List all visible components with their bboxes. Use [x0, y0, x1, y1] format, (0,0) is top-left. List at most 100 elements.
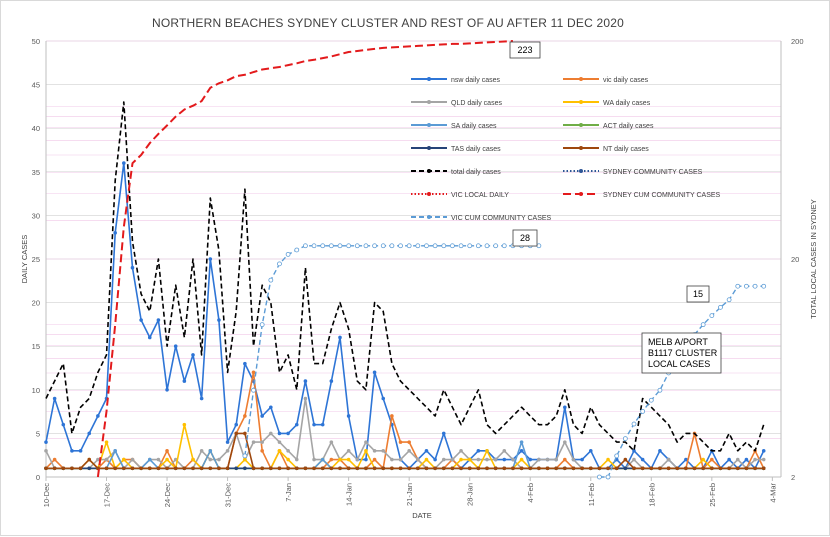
chart-title: NORTHERN BEACHES SYDNEY CLUSTER AND REST…: [152, 16, 624, 30]
data-point: [450, 243, 455, 249]
y-tick-label: 5: [36, 429, 40, 438]
series-line: [46, 423, 764, 470]
data-point: [519, 449, 524, 453]
data-point: [217, 457, 221, 462]
data-point: [502, 466, 507, 471]
data-point: [519, 466, 524, 471]
data-point: [380, 243, 386, 249]
data-point: [710, 457, 714, 462]
data-point: [580, 457, 584, 462]
data-point: [744, 457, 749, 462]
data-point: [398, 457, 403, 462]
series-line: [96, 40, 513, 478]
data-point: [536, 243, 542, 249]
data-point: [710, 466, 714, 471]
data-point: [346, 243, 352, 249]
data-point: [390, 414, 394, 418]
data-point: [277, 261, 282, 267]
data-point: [268, 277, 274, 283]
series-11: [96, 40, 513, 478]
data-point: [312, 466, 316, 471]
data-point: [156, 318, 161, 322]
data-point: [580, 466, 584, 471]
legend-entry: WA daily cases: [563, 100, 651, 107]
data-point: [563, 440, 567, 444]
data-point: [424, 449, 429, 453]
data-point: [658, 466, 662, 471]
data-point: [433, 457, 437, 462]
y-tick-label: 40: [32, 124, 40, 133]
data-point: [338, 335, 342, 340]
data-point: [208, 466, 213, 471]
data-point: [467, 243, 473, 249]
data-point: [605, 474, 611, 480]
data-point: [260, 440, 264, 444]
data-point: [78, 449, 83, 453]
data-point: [476, 449, 481, 453]
data-point: [493, 457, 498, 462]
data-point: [623, 457, 628, 462]
data-point: [165, 457, 169, 462]
x-tick-label: 14-Jan: [345, 483, 354, 506]
y2-tick-label: 20: [791, 255, 799, 264]
data-point: [251, 440, 256, 444]
data-point: [554, 466, 558, 471]
data-point: [372, 243, 377, 249]
legend-marker: [427, 100, 431, 104]
legend-entry: total daily cases: [411, 169, 501, 176]
data-point: [294, 422, 299, 427]
data-point: [286, 431, 290, 436]
x-tick-label: 4-Feb: [526, 483, 535, 503]
data-point: [243, 414, 247, 418]
data-point: [485, 449, 489, 453]
data-point: [407, 440, 411, 444]
data-point: [260, 414, 264, 418]
data-point: [718, 304, 723, 310]
data-point: [294, 457, 299, 462]
data-point: [545, 466, 550, 471]
data-point: [416, 457, 420, 462]
data-point: [104, 457, 109, 462]
data-point: [328, 243, 334, 249]
data-point: [441, 243, 447, 249]
data-point: [338, 466, 342, 471]
data-point: [346, 449, 351, 453]
data-point: [726, 297, 732, 303]
data-point: [761, 449, 766, 453]
x-tick-label: 11-Feb: [587, 483, 596, 506]
data-point: [338, 457, 342, 462]
data-point: [303, 243, 308, 249]
data-point: [485, 457, 489, 462]
series-line: [45, 101, 765, 452]
annotation-text: B1117 CLUSTER: [648, 348, 718, 358]
data-point: [632, 457, 636, 462]
legend-label: VIC CUM COMMUNITY CASES: [451, 215, 552, 222]
data-point: [571, 457, 576, 462]
series-group: [44, 40, 767, 480]
annotation-frame: [686, 285, 710, 303]
series-8: [45, 101, 765, 452]
y-tick-label: 45: [32, 81, 40, 90]
data-point: [597, 474, 602, 480]
data-point: [52, 457, 57, 462]
data-point: [563, 457, 567, 462]
x-tick-label: 24-Dec: [163, 483, 172, 507]
data-point: [363, 243, 369, 249]
legend-marker: [427, 215, 431, 219]
data-point: [718, 466, 723, 471]
data-point: [761, 457, 766, 462]
data-point: [390, 466, 394, 471]
annotation-box: 15: [686, 285, 710, 303]
data-point: [52, 466, 57, 471]
data-point: [684, 457, 688, 462]
data-point: [122, 457, 126, 462]
data-point: [537, 466, 541, 471]
data-point: [493, 466, 498, 471]
data-point: [208, 457, 213, 462]
legend-marker: [579, 123, 583, 127]
data-point: [372, 466, 377, 471]
data-point: [709, 313, 715, 319]
